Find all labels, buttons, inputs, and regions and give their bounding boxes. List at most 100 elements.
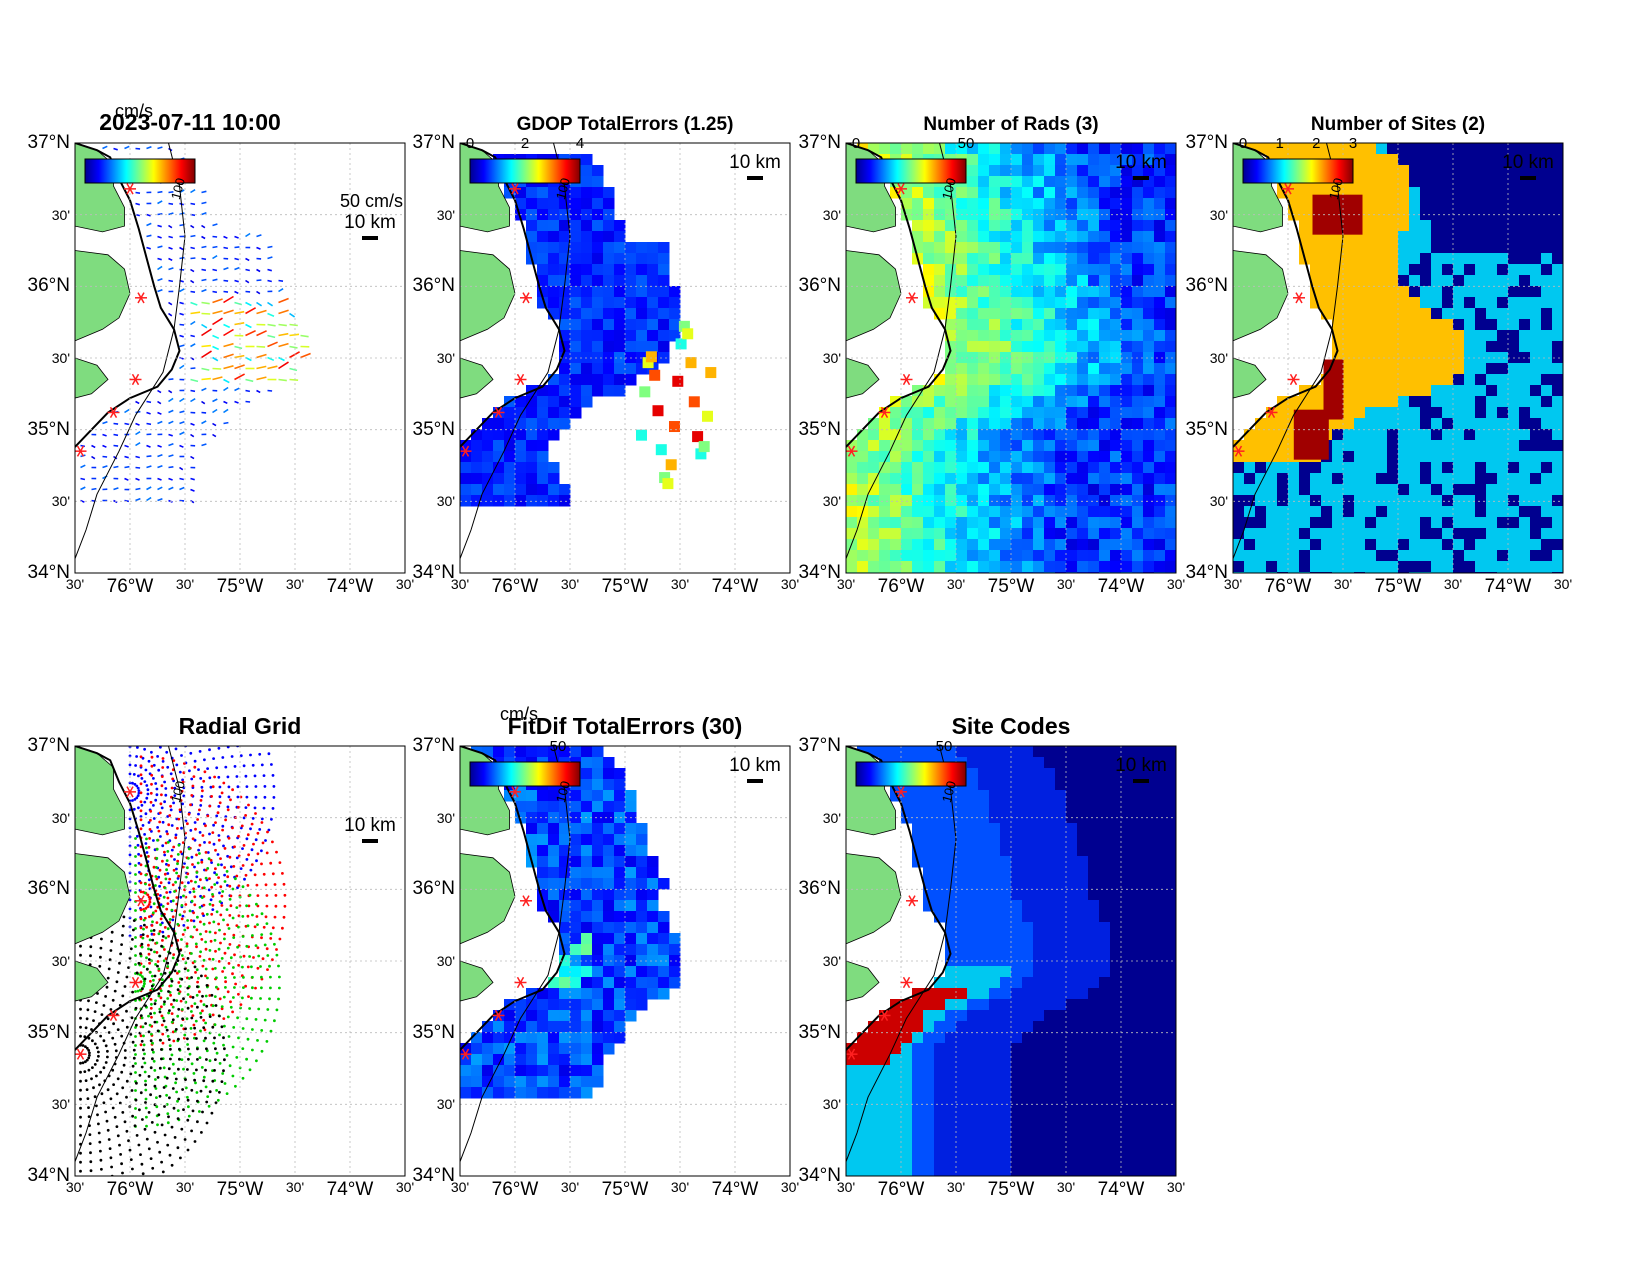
scale-bar-label: 10 km bbox=[729, 152, 781, 174]
lon-tick-label: 30' bbox=[1554, 576, 1572, 592]
panel-nrads: 100 bbox=[846, 143, 1177, 584]
lat-tick-label: 35°N bbox=[28, 1022, 70, 1044]
lat-tick-label: 34°N bbox=[28, 562, 70, 584]
lon-tick-label: 75°W bbox=[1375, 576, 1422, 598]
lat-tick-label: 30' bbox=[52, 350, 70, 366]
lat-tick-label: 30' bbox=[52, 1096, 70, 1112]
lon-tick-label: 75°W bbox=[217, 576, 264, 598]
lon-tick-label: 74°W bbox=[327, 1179, 374, 1201]
lon-tick-label: 30' bbox=[66, 576, 84, 592]
vector-scale-label: 50 cm/s bbox=[340, 191, 403, 212]
panel-fitdif: 100 bbox=[460, 746, 791, 1176]
lon-tick-label: 74°W bbox=[1485, 576, 1532, 598]
scale-bar-label: 10 km bbox=[1115, 152, 1167, 174]
lat-tick-label: 34°N bbox=[799, 1165, 841, 1187]
lat-tick-label: 30' bbox=[823, 953, 841, 969]
colorbar-tick: 2 bbox=[1312, 135, 1320, 152]
lon-tick-label: 30' bbox=[451, 1179, 469, 1195]
lon-tick-label: 30' bbox=[561, 1179, 579, 1195]
lat-tick-label: 35°N bbox=[413, 419, 455, 441]
lon-tick-label: 30' bbox=[837, 576, 855, 592]
colorbar-tick: 0 bbox=[852, 135, 860, 152]
lon-tick-label: 75°W bbox=[217, 1179, 264, 1201]
lon-tick-label: 30' bbox=[947, 1179, 965, 1195]
lon-tick-label: 76°W bbox=[1265, 576, 1312, 598]
panel-title: Number of Rads (3) bbox=[923, 114, 1098, 136]
panel-title: Site Codes bbox=[952, 713, 1071, 740]
lon-tick-label: 30' bbox=[837, 1179, 855, 1195]
lat-tick-label: 30' bbox=[437, 207, 455, 223]
colorbar-tick: 0 bbox=[1239, 135, 1247, 152]
lat-tick-label: 37°N bbox=[413, 132, 455, 154]
lon-tick-label: 76°W bbox=[107, 1179, 154, 1201]
lon-tick-label: 30' bbox=[286, 576, 304, 592]
scale-bar-label: 10 km bbox=[1115, 755, 1167, 777]
lat-tick-label: 30' bbox=[52, 953, 70, 969]
lat-tick-label: 37°N bbox=[799, 735, 841, 757]
lat-tick-label: 30' bbox=[823, 493, 841, 509]
lat-tick-label: 35°N bbox=[799, 419, 841, 441]
panel-title: Number of Sites (2) bbox=[1311, 114, 1485, 136]
lat-tick-label: 35°N bbox=[28, 419, 70, 441]
lon-tick-label: 74°W bbox=[712, 576, 759, 598]
lon-tick-label: 30' bbox=[1057, 1179, 1075, 1195]
lat-tick-label: 36°N bbox=[799, 878, 841, 900]
lat-tick-label: 30' bbox=[1210, 493, 1228, 509]
lon-tick-label: 74°W bbox=[327, 576, 374, 598]
lon-tick-label: 30' bbox=[451, 576, 469, 592]
lat-tick-label: 30' bbox=[437, 810, 455, 826]
lon-tick-label: 30' bbox=[1167, 1179, 1185, 1195]
lon-tick-label: 30' bbox=[396, 1179, 414, 1195]
colorbar-tick: 50 bbox=[936, 738, 953, 755]
colorbar-tick: 3 bbox=[1349, 135, 1357, 152]
lat-tick-label: 37°N bbox=[1186, 132, 1228, 154]
lat-tick-label: 36°N bbox=[28, 275, 70, 297]
lat-tick-label: 30' bbox=[437, 1096, 455, 1112]
lon-tick-label: 76°W bbox=[878, 1179, 925, 1201]
lon-tick-label: 30' bbox=[671, 1179, 689, 1195]
lat-tick-label: 36°N bbox=[1186, 275, 1228, 297]
colorbar-unit: cm/s bbox=[500, 704, 538, 725]
map-area bbox=[460, 746, 791, 1176]
scale-bar-label: 10 km bbox=[1502, 152, 1554, 174]
lat-tick-label: 36°N bbox=[413, 275, 455, 297]
panel-gdop: 100 bbox=[460, 143, 791, 573]
lat-tick-label: 35°N bbox=[799, 1022, 841, 1044]
lat-tick-label: 34°N bbox=[413, 562, 455, 584]
panel-title: FitDif TotalErrors (30) bbox=[508, 713, 743, 740]
lat-tick-label: 30' bbox=[437, 953, 455, 969]
lon-tick-label: 30' bbox=[781, 576, 799, 592]
panel-sitecodes: 100 bbox=[846, 746, 1177, 1187]
lon-tick-label: 75°W bbox=[988, 1179, 1035, 1201]
lon-tick-label: 30' bbox=[176, 1179, 194, 1195]
lon-tick-label: 30' bbox=[1167, 576, 1185, 592]
lon-tick-label: 75°W bbox=[602, 576, 649, 598]
lon-tick-label: 30' bbox=[561, 576, 579, 592]
lon-tick-label: 74°W bbox=[712, 1179, 759, 1201]
lat-tick-label: 34°N bbox=[799, 562, 841, 584]
panel-title: Radial Grid bbox=[179, 713, 302, 740]
lat-tick-label: 34°N bbox=[28, 1165, 70, 1187]
lat-tick-label: 35°N bbox=[413, 1022, 455, 1044]
lon-tick-label: 74°W bbox=[1098, 576, 1145, 598]
lat-tick-label: 35°N bbox=[1186, 419, 1228, 441]
lon-tick-label: 30' bbox=[781, 1179, 799, 1195]
lat-tick-label: 30' bbox=[52, 810, 70, 826]
colorbar-tick: 0 bbox=[466, 135, 474, 152]
lon-tick-label: 76°W bbox=[878, 576, 925, 598]
map-area bbox=[1233, 143, 1564, 584]
lat-tick-label: 37°N bbox=[413, 735, 455, 757]
lat-tick-label: 37°N bbox=[799, 132, 841, 154]
colorbar-tick: 1 bbox=[1275, 135, 1283, 152]
lon-tick-label: 76°W bbox=[492, 576, 539, 598]
lon-tick-label: 30' bbox=[671, 576, 689, 592]
colorbar-tick: 4 bbox=[576, 135, 584, 152]
scale-bar-label: 10 km bbox=[344, 212, 396, 234]
colorbar-tick: 50 bbox=[958, 135, 975, 152]
lat-tick-label: 30' bbox=[823, 207, 841, 223]
colorbar-tick: 50 bbox=[550, 738, 567, 755]
lon-tick-label: 30' bbox=[176, 576, 194, 592]
lat-tick-label: 30' bbox=[52, 493, 70, 509]
panel-nsites: 100 bbox=[1233, 143, 1564, 584]
